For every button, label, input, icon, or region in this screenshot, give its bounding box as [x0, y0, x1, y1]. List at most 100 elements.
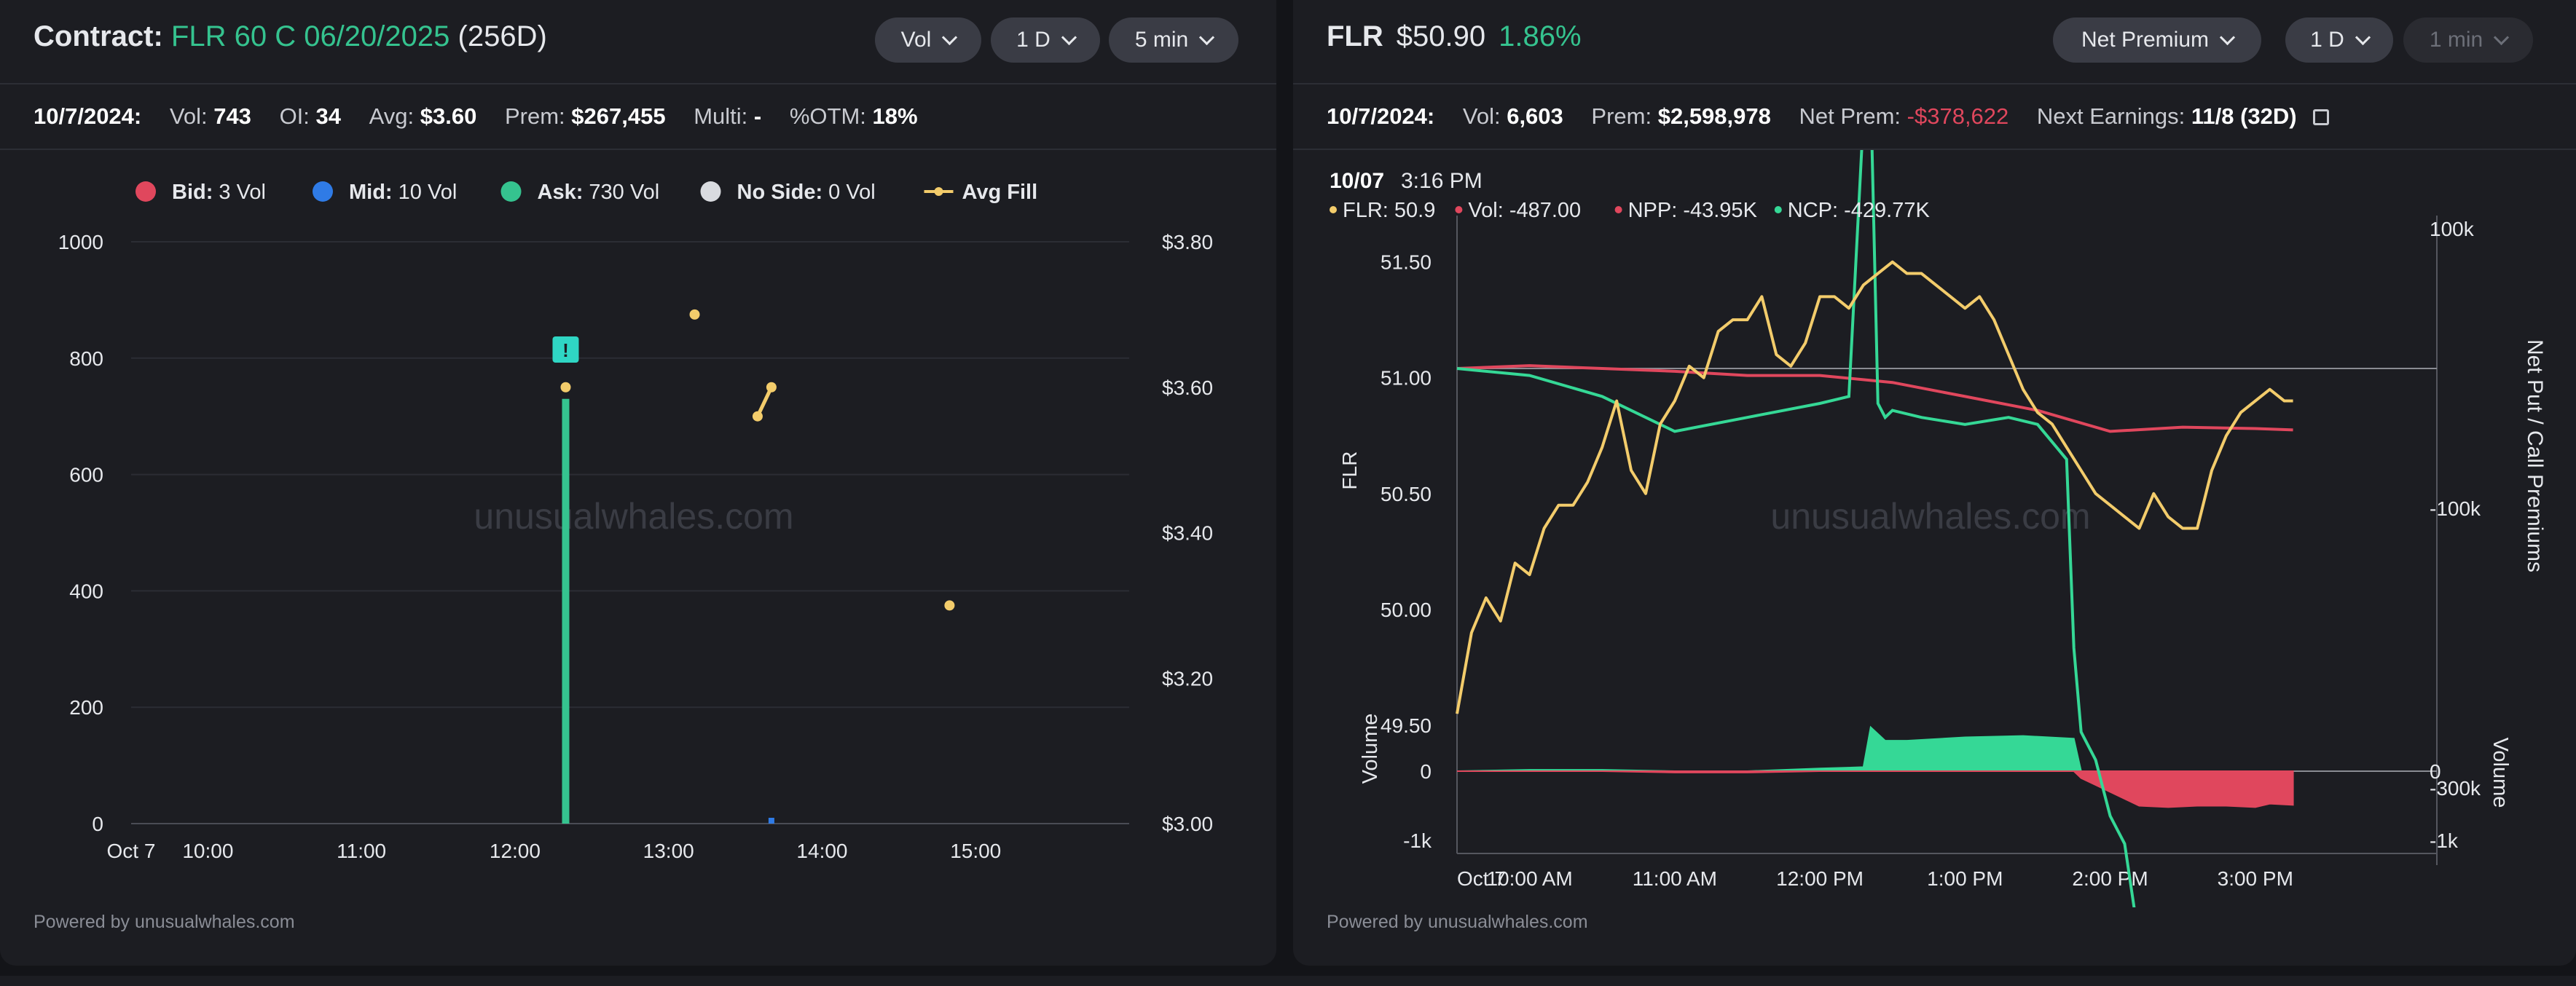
legend-dot-icon — [500, 181, 522, 202]
external-link-icon[interactable] — [2313, 109, 2330, 125]
y-tick-label: 600 — [69, 464, 103, 486]
legend-label: Bid: 3 Vol — [172, 181, 266, 204]
legend-dot-icon — [700, 181, 721, 202]
chevron-down-icon — [2494, 29, 2510, 45]
tooltip-item: FLR: 50.9 — [1343, 199, 1435, 222]
premium-tick-label: -100k — [2430, 497, 2481, 520]
range-dropdown-label: 1 D — [2310, 28, 2344, 52]
alert-marker — [552, 336, 579, 363]
legend-item: Ask: 730 Vol — [500, 181, 659, 204]
avg-fill-line — [755, 386, 774, 417]
x-tick-label: 12:00 — [490, 840, 541, 862]
stats-otm: 18% — [872, 103, 918, 129]
powered-by-text: Powered by unusualwhales.com — [34, 912, 295, 932]
legend-dot-icon — [934, 187, 943, 196]
interval-dropdown-label: 5 min — [1134, 28, 1189, 52]
stats-otm-label: %OTM: — [789, 103, 866, 129]
stats-vol: 743 — [213, 103, 251, 129]
volume-tick-label: 0 — [1420, 760, 1432, 783]
price-tick-label: 50.50 — [1381, 483, 1432, 505]
stats-date: 10/7/2024: — [1327, 103, 1435, 129]
tooltip-time: 3:16 PM — [1401, 169, 1483, 193]
legend-item: Mid: 10 Vol — [313, 181, 457, 204]
interval-dropdown[interactable]: 5 min — [1109, 17, 1238, 63]
volume-bar-ask — [562, 398, 570, 824]
avg-fill-point — [752, 411, 763, 422]
ncp-line — [1456, 150, 2136, 907]
legend-label: No Side: 0 Vol — [737, 181, 876, 204]
stock-ticker[interactable]: FLR — [1327, 20, 1383, 52]
premium-axis-label: Net Put / Call Premiums — [2523, 339, 2547, 572]
x-tick-label: 13:00 — [643, 840, 694, 862]
stats-oi: 34 — [315, 103, 342, 129]
stock-net-premium-panel: FLR $50.90 1.86% Net Premium 1 D 1 min 10/… — [1293, 0, 2576, 966]
stats-prem: $267,455 — [571, 103, 666, 129]
interval-dropdown-label: 1 min — [2429, 28, 2483, 52]
contract-title-prefix: Contract: — [34, 20, 163, 52]
y-right-tick-label: $3.40 — [1162, 522, 1213, 545]
stats-avg-label: Avg: — [369, 103, 415, 129]
volume-right-axis-label: Volume — [2489, 738, 2512, 808]
range-dropdown[interactable]: 1 D — [991, 17, 1100, 63]
x-tick-label: 14:00 — [796, 840, 847, 862]
chevron-down-icon — [2355, 29, 2371, 45]
stock-price: $50.90 — [1396, 20, 1486, 52]
legend-dot-icon — [313, 181, 333, 202]
volume-area-negative — [1457, 770, 2294, 808]
price-tick-label: 50.00 — [1381, 599, 1432, 621]
alert-marker-icon: ! — [562, 339, 569, 361]
y-tick-label: 1000 — [58, 231, 103, 253]
y-tick-label: 800 — [69, 347, 103, 370]
y-tick-label: 400 — [69, 580, 103, 602]
stats-earnings: 11/8 (32D) — [2191, 103, 2297, 129]
stats-netprem-label: Net Prem: — [1799, 103, 1901, 129]
option-contract-panel: Contract: FLR 60 C 06/20/2025 (256D) Vol… — [0, 0, 1276, 966]
y-right-tick-label: $3.20 — [1162, 667, 1213, 690]
volume-area-positive — [1456, 725, 2293, 772]
net-premium-chart: unusualwhales.com 49.50 50.00 50.50 51.00 51.… — [1330, 150, 2547, 907]
watermark: unusualwhales.com — [474, 496, 793, 537]
avg-fill-point — [766, 382, 777, 393]
premium-type-label: Net Premium — [2081, 28, 2210, 52]
chevron-down-icon — [2219, 29, 2236, 45]
volume-bar-mid — [768, 818, 774, 824]
y-right-tick-label: $3.00 — [1162, 813, 1213, 835]
legend-item: Bid: 3 Vol — [136, 181, 266, 204]
chevron-down-icon — [1199, 29, 1215, 45]
chevron-down-icon — [1061, 29, 1077, 45]
metric-dropdown[interactable]: Vol — [875, 17, 981, 63]
premium-type-dropdown[interactable]: Net Premium — [2053, 17, 2261, 63]
contract-symbol[interactable]: FLR 60 C 06/20/2025 — [170, 20, 450, 52]
stats-prem-label: Prem: — [504, 103, 565, 129]
y-right-tick-label: $3.60 — [1162, 376, 1213, 399]
avg-fill-point — [944, 600, 955, 611]
x-tick-label: 1:00 PM — [1927, 867, 2003, 890]
stock-header: FLR $50.90 1.86% Net Premium 1 D 1 min — [1293, 0, 2576, 84]
tooltip-item: Vol: -487.00 — [1468, 199, 1581, 222]
contract-stats-bar: 10/7/2024: Vol: 743 OI: 34 Avg: $3.60 Pr… — [0, 84, 1276, 150]
stats-multi-label: Multi: — [694, 103, 748, 129]
watermark: unusualwhales.com — [1770, 496, 2090, 537]
powered-by-text: Powered by unusualwhales.com — [1327, 912, 1588, 932]
premium-tick-label: 100k — [2430, 218, 2475, 240]
range-dropdown[interactable]: 1 D — [2285, 17, 2393, 63]
tooltip-dot-icon — [1330, 206, 1337, 213]
stock-stats-bar: 10/7/2024: Vol: 6,603 Prem: $2,598,978 N… — [1293, 84, 2576, 150]
flr-price-line — [1456, 260, 2293, 714]
x-tick-label: 3:00 PM — [2218, 867, 2293, 890]
x-tick-label: 11:00 — [337, 840, 386, 862]
premium-tick-label: -300k — [2430, 777, 2481, 800]
interval-dropdown[interactable]: 1 min — [2403, 17, 2533, 63]
stats-netprem: -$378,622 — [1907, 103, 2009, 129]
legend-label: Mid: 10 Vol — [349, 181, 457, 204]
stats-earnings-label: Next Earnings: — [2036, 103, 2186, 129]
tooltip-dot-icon — [1774, 206, 1782, 213]
legend-label: Avg Fill — [962, 181, 1038, 204]
price-axis-label: FLR — [1338, 451, 1361, 490]
x-tick-label: Oct 7 — [107, 840, 156, 862]
stats-multi: - — [753, 103, 762, 129]
price-tick-label: 51.50 — [1381, 251, 1432, 274]
volume-axis-label: Volume — [1359, 714, 1382, 784]
x-tick-label: 11:00 AM — [1633, 867, 1717, 890]
contract-header: Contract: FLR 60 C 06/20/2025 (256D) Vol… — [0, 0, 1276, 84]
